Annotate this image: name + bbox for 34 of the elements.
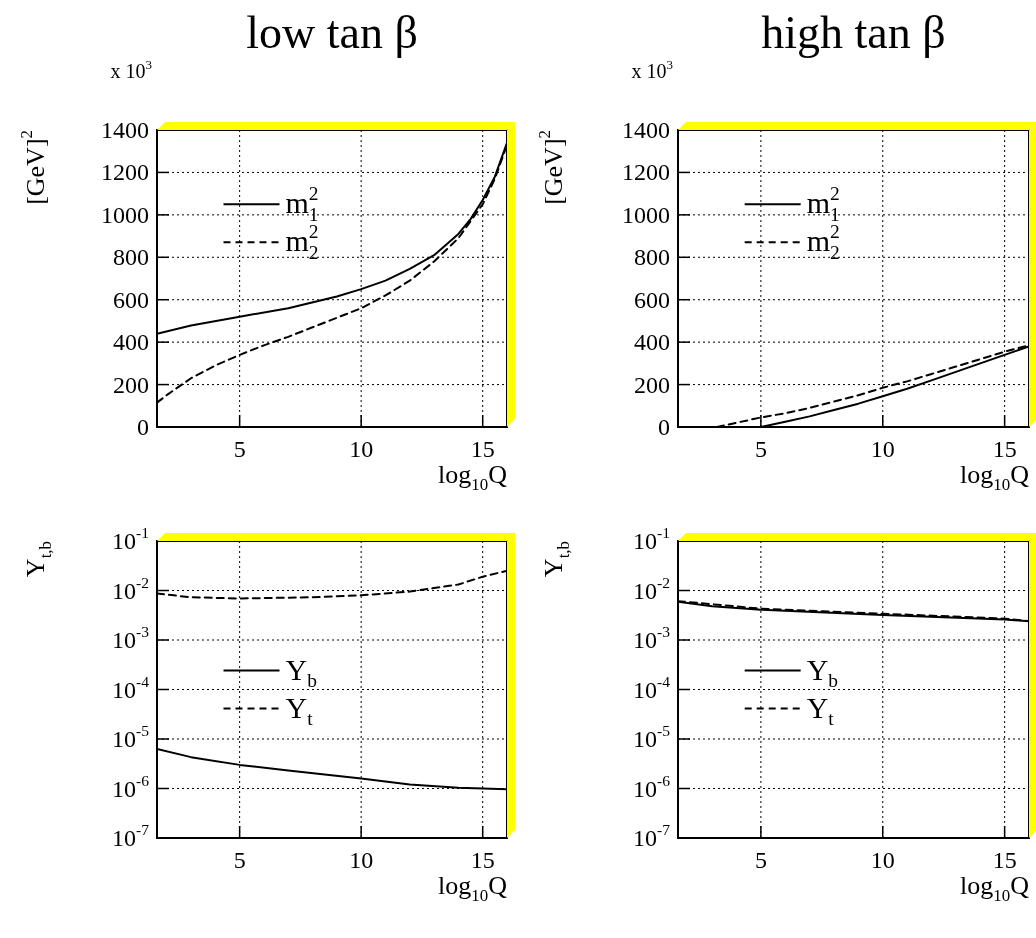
x-tick-label: 15: [470, 847, 495, 873]
y-tick-label: 400: [113, 329, 149, 356]
x-tick-label: 10: [870, 847, 895, 873]
x-tick-label: 10: [870, 436, 895, 462]
y-tick-label: 1000: [622, 201, 670, 228]
x-tick-label: 5: [754, 436, 767, 462]
x-tick-label: 15: [470, 436, 495, 462]
y-tick-label: 800: [634, 244, 670, 271]
x-tick-label: 5: [233, 847, 246, 873]
y-tick-label: 1200: [622, 159, 670, 186]
x-tick-label: 15: [992, 436, 1017, 462]
y-tick-label: 800: [113, 244, 149, 271]
y-tick-label: 1000: [101, 201, 149, 228]
y-tick-label: 400: [634, 329, 670, 356]
y-tick-label: 200: [113, 371, 149, 398]
y-axis-title: [GeV]2: [17, 129, 50, 205]
x-tick-label: 5: [754, 847, 767, 873]
x-tick-label: 10: [349, 847, 374, 873]
x-tick-label: 10: [349, 436, 374, 462]
y-tick-label: 0: [137, 414, 149, 440]
y-tick-label: 200: [634, 371, 670, 398]
y-tick-label: 1400: [622, 117, 670, 143]
y-tick-label: 600: [634, 286, 670, 313]
y-axis-title: [GeV]2: [535, 129, 568, 205]
y-tick-label: 0: [658, 414, 670, 440]
y-tick-label: 600: [113, 286, 149, 313]
chart-title: high tan β: [761, 7, 946, 58]
y-axis-title: Yt,b: [21, 540, 55, 578]
y-axis-title: Yt,b: [539, 540, 573, 578]
x-tick-label: 15: [992, 847, 1017, 873]
y-tick-label: 1200: [101, 159, 149, 186]
y-tick-label: 1400: [101, 117, 149, 143]
chart-title: low tan β: [246, 7, 418, 58]
x-tick-label: 5: [233, 436, 246, 462]
